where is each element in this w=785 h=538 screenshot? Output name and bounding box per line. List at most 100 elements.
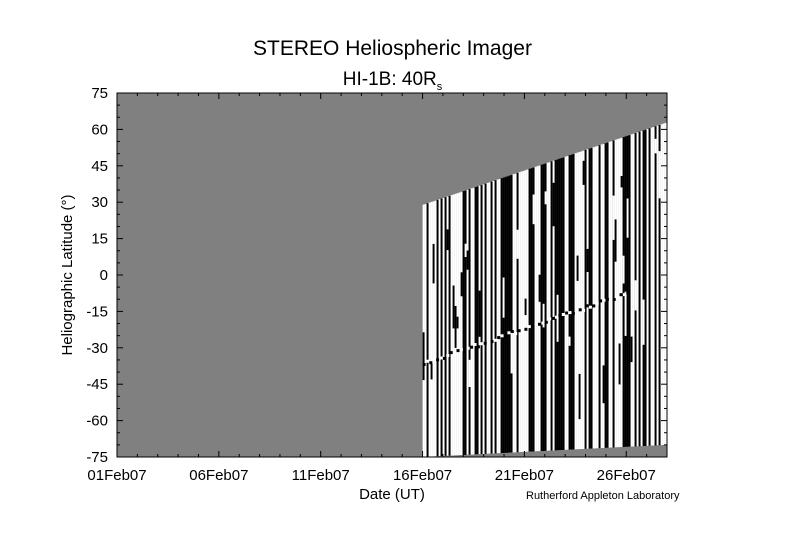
stripe-12 bbox=[446, 196, 449, 456]
stripe-86 bbox=[594, 146, 597, 449]
track-point-2 bbox=[429, 361, 433, 365]
y-tick-label-9: -60 bbox=[86, 413, 108, 430]
stripe-78 bbox=[578, 152, 581, 450]
track-point-24 bbox=[504, 335, 507, 339]
stripe-87 bbox=[596, 145, 599, 449]
stripe-6 bbox=[434, 200, 437, 457]
stripe-107 bbox=[636, 132, 639, 447]
stripe-47 bbox=[516, 172, 519, 453]
x-tick-label-3: 16Feb07 bbox=[393, 467, 452, 484]
track-point-56 bbox=[612, 298, 616, 301]
stripe-68 bbox=[558, 158, 561, 451]
stripe-113 bbox=[648, 128, 651, 446]
stripe-35 bbox=[492, 181, 495, 454]
stripe-seg-65 bbox=[552, 182, 555, 227]
stripe-seg-19 bbox=[460, 272, 463, 297]
stripe-31 bbox=[484, 183, 487, 454]
track-point-29 bbox=[521, 329, 524, 333]
stripe-seg-17 bbox=[456, 316, 459, 329]
stripe-seg-44 bbox=[510, 332, 513, 374]
stripe-84 bbox=[590, 147, 593, 449]
stripe-39 bbox=[500, 178, 503, 454]
x-tick-label-4: 21Feb07 bbox=[495, 467, 554, 484]
stripe-79 bbox=[580, 151, 583, 450]
stripe-59 bbox=[540, 164, 543, 452]
stripe-19 bbox=[460, 191, 463, 456]
stripe-seg-77 bbox=[576, 255, 579, 281]
track-point-3 bbox=[432, 358, 436, 362]
stripe-112 bbox=[646, 129, 649, 446]
stripe-seg-80 bbox=[582, 160, 585, 185]
stripe-91 bbox=[604, 143, 607, 448]
stripe-seg-5 bbox=[432, 243, 435, 284]
x-tick-label-0: 01Feb07 bbox=[87, 467, 146, 484]
stripe-115 bbox=[652, 127, 655, 446]
stripe-seg-51 bbox=[524, 298, 527, 316]
stripe-26 bbox=[474, 187, 477, 455]
stripe-0 bbox=[422, 204, 425, 457]
track-point-59 bbox=[622, 293, 626, 297]
stripe-46 bbox=[514, 173, 517, 453]
stripe-seg-22 bbox=[466, 250, 469, 270]
stripe-116 bbox=[654, 126, 657, 446]
stripe-29 bbox=[480, 185, 483, 455]
subtitle-subscript: s bbox=[436, 80, 443, 93]
track-point-25 bbox=[507, 331, 511, 335]
stripe-37 bbox=[496, 179, 499, 454]
stripe-seg-40 bbox=[502, 277, 505, 318]
stripe-seg-21 bbox=[464, 243, 467, 257]
stripe-34 bbox=[490, 181, 493, 454]
track-point-32 bbox=[531, 323, 535, 327]
track-point-46 bbox=[578, 308, 582, 312]
track-point-41 bbox=[561, 313, 565, 316]
track-point-18 bbox=[483, 341, 487, 345]
stripe-seg-28 bbox=[478, 290, 481, 337]
track-point-44 bbox=[571, 312, 575, 316]
stripe-seg-4 bbox=[430, 363, 433, 380]
stripe-20 bbox=[462, 191, 465, 455]
stripe-seg-58 bbox=[538, 274, 541, 302]
stripe-seg-106 bbox=[634, 280, 637, 311]
stripe-seg-98 bbox=[618, 343, 621, 385]
stripe-seg-110 bbox=[642, 299, 645, 345]
track-point-43 bbox=[568, 311, 572, 315]
track-point-50 bbox=[592, 304, 596, 308]
y-tick-label-5: 0 bbox=[100, 267, 108, 284]
stripe-seg-47 bbox=[516, 229, 519, 259]
stripe-108 bbox=[638, 131, 641, 447]
track-point-30 bbox=[524, 327, 528, 331]
stripe-100 bbox=[622, 137, 625, 448]
chart-title: STEREO Heliospheric Imager bbox=[253, 37, 532, 60]
x-tick-label-5: 26Feb07 bbox=[597, 467, 656, 484]
track-point-53 bbox=[602, 298, 606, 302]
stripe-seg-100 bbox=[622, 255, 625, 284]
stripe-seg-95 bbox=[612, 195, 615, 240]
stripe-49 bbox=[520, 171, 523, 453]
track-point-9 bbox=[453, 352, 457, 356]
stripe-96 bbox=[614, 139, 617, 448]
track-point-20 bbox=[490, 340, 494, 344]
track-point-36 bbox=[544, 320, 548, 324]
y-tick-label-1: 60 bbox=[91, 121, 108, 138]
subtitle-main: HI-1B: 40R bbox=[342, 69, 437, 90]
track-point-15 bbox=[473, 343, 477, 346]
stripe-10 bbox=[442, 197, 445, 456]
track-point-60 bbox=[626, 290, 630, 294]
stripe-57 bbox=[536, 166, 539, 452]
track-point-34 bbox=[538, 322, 541, 326]
track-point-27 bbox=[514, 332, 518, 336]
stripe-27 bbox=[476, 186, 479, 455]
stripe-103 bbox=[628, 135, 631, 447]
stripe-61 bbox=[544, 163, 547, 451]
stripe-seg-55 bbox=[532, 194, 535, 225]
track-point-17 bbox=[480, 342, 484, 346]
track-point-52 bbox=[599, 299, 603, 303]
heatmap-stripes bbox=[422, 122, 669, 457]
track-point-19 bbox=[487, 342, 491, 345]
stripe-seg-101 bbox=[624, 291, 627, 336]
stripe-75 bbox=[572, 154, 575, 450]
stripe-119 bbox=[660, 124, 663, 446]
stripe-2 bbox=[426, 203, 429, 457]
stripe-98 bbox=[618, 138, 621, 448]
